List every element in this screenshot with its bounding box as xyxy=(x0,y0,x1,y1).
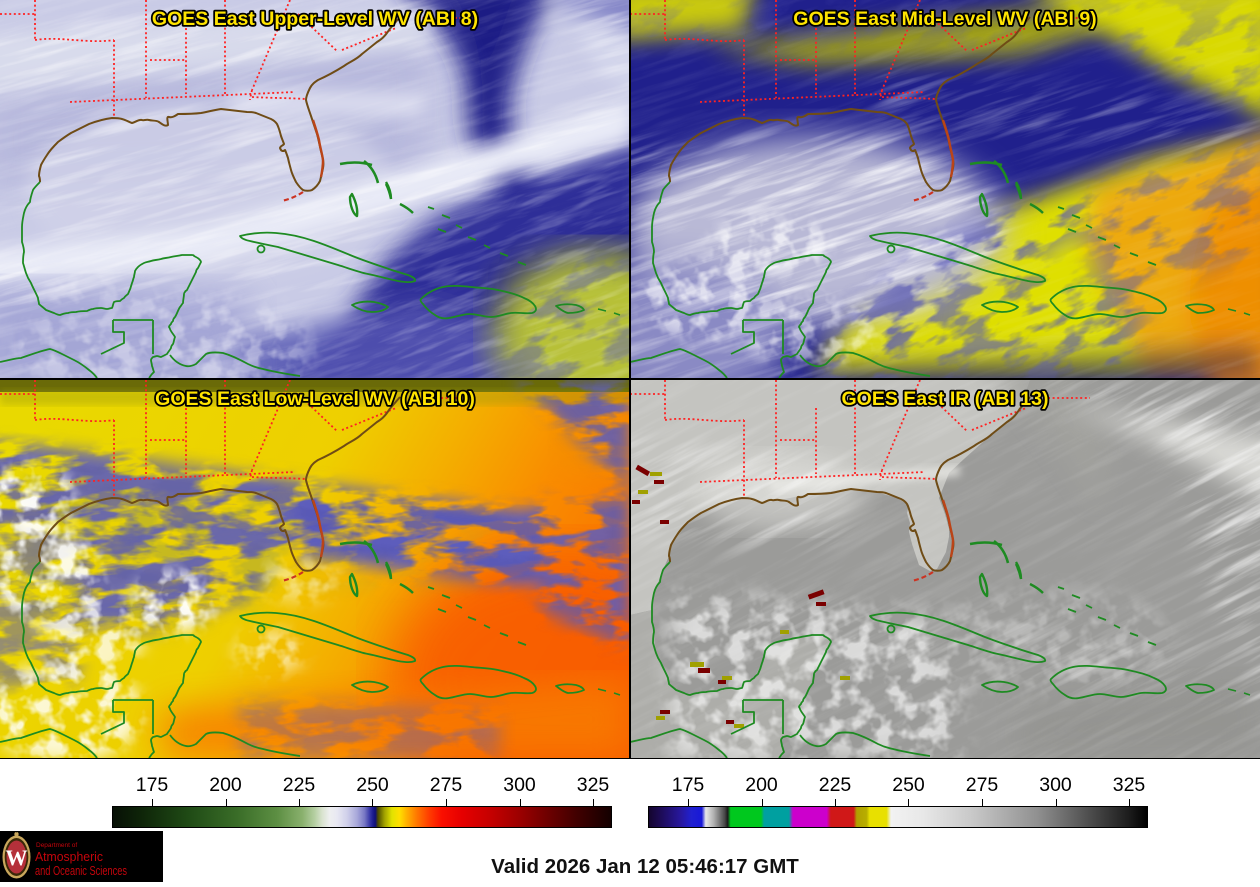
svg-text:W: W xyxy=(6,845,28,870)
svg-text:GOES East Upper-Level WV (ABI: GOES East Upper-Level WV (ABI 8) xyxy=(152,8,478,30)
svg-text:Atmospheric: Atmospheric xyxy=(35,849,103,864)
svg-text:GOES East Mid-Level WV (ABI 9): GOES East Mid-Level WV (ABI 9) xyxy=(793,8,1096,30)
svg-text:GOES East IR (ABI 13): GOES East IR (ABI 13) xyxy=(842,388,1049,410)
svg-text:Department of: Department of xyxy=(36,842,77,849)
svg-text:GOES East Low-Level WV (ABI 10: GOES East Low-Level WV (ABI 10) xyxy=(155,388,475,410)
svg-text:and Oceanic Sciences: and Oceanic Sciences xyxy=(35,863,127,878)
